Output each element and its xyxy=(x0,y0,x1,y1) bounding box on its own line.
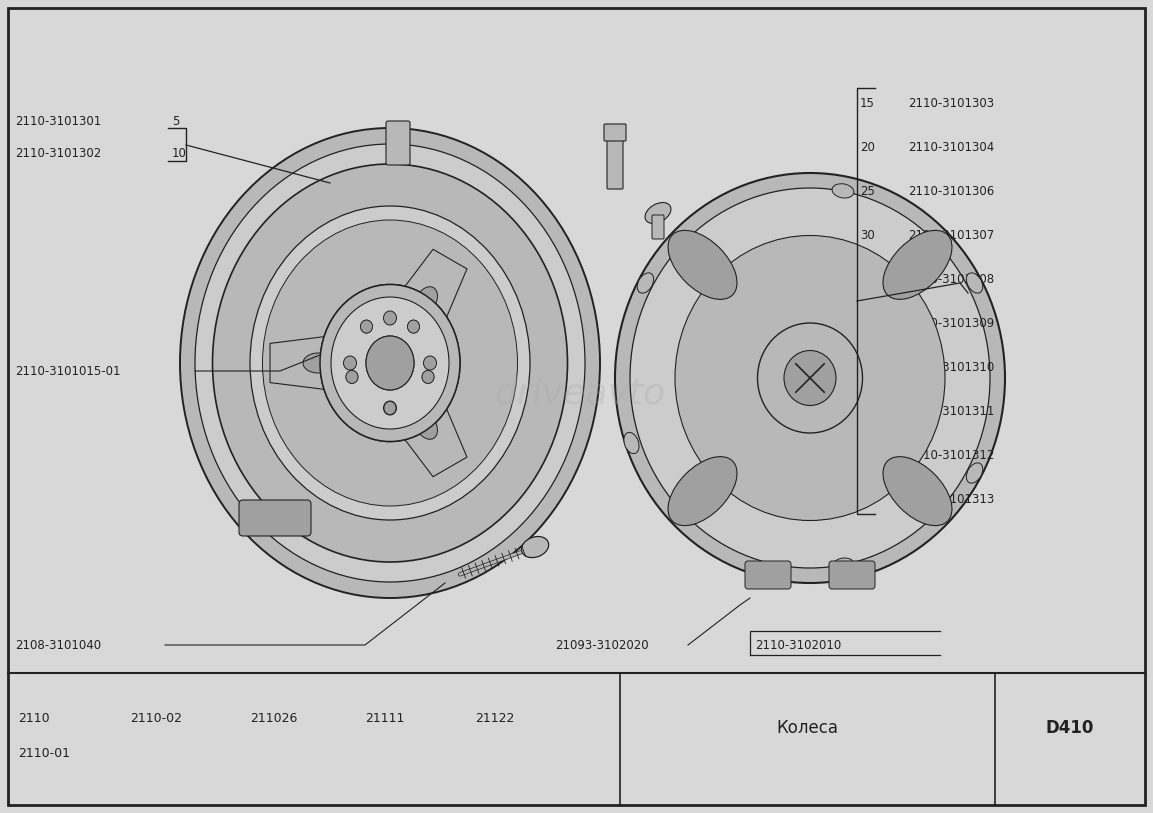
Ellipse shape xyxy=(303,353,333,373)
Bar xyxy=(8,8,1145,673)
Ellipse shape xyxy=(250,206,530,520)
Ellipse shape xyxy=(645,202,671,224)
Text: 211026: 211026 xyxy=(250,711,297,724)
Text: 2110-3101308: 2110-3101308 xyxy=(909,272,994,285)
Ellipse shape xyxy=(407,320,420,333)
Ellipse shape xyxy=(361,320,372,333)
Ellipse shape xyxy=(832,184,854,198)
Text: 2110-3102010: 2110-3102010 xyxy=(755,638,842,651)
Text: 2110-3101309: 2110-3101309 xyxy=(909,316,994,329)
Ellipse shape xyxy=(344,356,356,370)
Text: 2110-3101302: 2110-3101302 xyxy=(15,146,101,159)
Polygon shape xyxy=(270,333,360,393)
Ellipse shape xyxy=(422,371,434,384)
Polygon shape xyxy=(378,374,467,476)
Ellipse shape xyxy=(415,287,437,315)
Text: 2110: 2110 xyxy=(18,711,50,724)
Ellipse shape xyxy=(758,323,862,433)
Text: 35: 35 xyxy=(860,272,875,285)
Ellipse shape xyxy=(668,230,737,299)
Ellipse shape xyxy=(384,402,395,415)
Text: 2110-3101306: 2110-3101306 xyxy=(909,185,994,198)
Text: 20: 20 xyxy=(860,141,875,154)
Ellipse shape xyxy=(331,297,449,429)
Text: D410: D410 xyxy=(1046,719,1094,737)
Text: 2110-3101312: 2110-3101312 xyxy=(909,449,994,462)
Text: 40: 40 xyxy=(860,316,875,329)
Ellipse shape xyxy=(883,457,952,526)
Ellipse shape xyxy=(195,144,585,582)
Text: 2110-02: 2110-02 xyxy=(130,711,182,724)
Ellipse shape xyxy=(966,463,982,483)
FancyBboxPatch shape xyxy=(651,215,664,239)
Ellipse shape xyxy=(668,457,737,526)
FancyBboxPatch shape xyxy=(606,132,623,189)
Ellipse shape xyxy=(366,336,414,390)
Ellipse shape xyxy=(630,188,990,568)
Ellipse shape xyxy=(384,311,397,325)
Ellipse shape xyxy=(331,297,449,429)
Text: 60: 60 xyxy=(860,493,875,506)
Text: 50: 50 xyxy=(860,405,875,418)
Text: 5: 5 xyxy=(172,115,180,128)
Text: 15: 15 xyxy=(860,97,875,110)
Ellipse shape xyxy=(366,336,414,390)
Ellipse shape xyxy=(361,320,372,333)
Text: 21122: 21122 xyxy=(475,711,514,724)
Text: 45: 45 xyxy=(860,360,875,373)
Ellipse shape xyxy=(784,350,836,406)
Ellipse shape xyxy=(423,356,437,370)
Ellipse shape xyxy=(180,128,600,598)
Ellipse shape xyxy=(415,411,437,439)
Ellipse shape xyxy=(521,537,549,558)
Text: 2110-3101304: 2110-3101304 xyxy=(909,141,994,154)
Text: 2110-3101310: 2110-3101310 xyxy=(909,360,994,373)
Ellipse shape xyxy=(422,371,434,384)
Text: 2110-3101311: 2110-3101311 xyxy=(909,405,994,418)
Ellipse shape xyxy=(638,273,654,293)
FancyBboxPatch shape xyxy=(239,500,311,536)
Polygon shape xyxy=(378,250,467,352)
Ellipse shape xyxy=(346,371,357,384)
Ellipse shape xyxy=(321,285,460,441)
Ellipse shape xyxy=(384,401,397,415)
Text: 2110-3101307: 2110-3101307 xyxy=(909,228,994,241)
Ellipse shape xyxy=(212,164,567,562)
Text: 21093-3102020: 21093-3102020 xyxy=(555,638,649,651)
Text: Колеса: Колеса xyxy=(776,719,838,737)
Text: 25: 25 xyxy=(860,185,875,198)
FancyBboxPatch shape xyxy=(745,561,791,589)
Text: 2110-3101313: 2110-3101313 xyxy=(909,493,994,506)
Ellipse shape xyxy=(346,371,357,384)
Ellipse shape xyxy=(263,220,518,506)
Text: 30: 30 xyxy=(860,228,875,241)
Text: 10: 10 xyxy=(172,146,187,159)
Ellipse shape xyxy=(624,433,639,454)
Text: driveavto: driveavto xyxy=(495,376,665,410)
Text: 2110-3101301: 2110-3101301 xyxy=(15,115,101,128)
Ellipse shape xyxy=(321,285,460,441)
Ellipse shape xyxy=(675,236,945,520)
FancyBboxPatch shape xyxy=(604,124,626,141)
Ellipse shape xyxy=(407,320,420,333)
Text: 2108-3101040: 2108-3101040 xyxy=(15,638,101,651)
Ellipse shape xyxy=(966,273,982,293)
Ellipse shape xyxy=(832,558,854,572)
Text: 2110-3101015-01: 2110-3101015-01 xyxy=(15,364,121,377)
Ellipse shape xyxy=(883,230,952,299)
Text: 21111: 21111 xyxy=(366,711,405,724)
Ellipse shape xyxy=(615,173,1005,583)
FancyBboxPatch shape xyxy=(386,121,410,165)
Ellipse shape xyxy=(384,402,395,415)
Text: 2110-01: 2110-01 xyxy=(18,746,70,759)
Text: 55: 55 xyxy=(860,449,875,462)
FancyBboxPatch shape xyxy=(829,561,875,589)
Text: 2110-3101303: 2110-3101303 xyxy=(909,97,994,110)
